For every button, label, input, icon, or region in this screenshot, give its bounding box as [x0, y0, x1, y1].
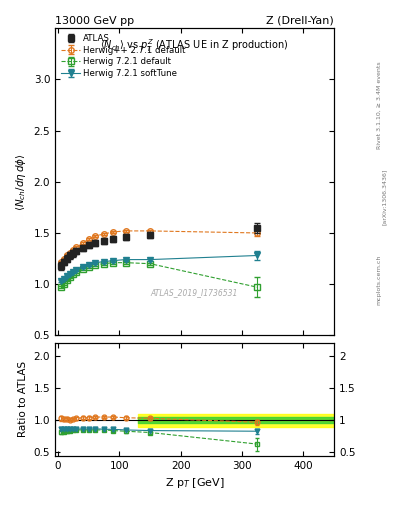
Text: ATLAS_2019_I1736531: ATLAS_2019_I1736531	[151, 288, 238, 297]
Y-axis label: $\langle N_{ch}/d\eta\, d\phi\rangle$: $\langle N_{ch}/d\eta\, d\phi\rangle$	[14, 153, 28, 210]
Text: mcplots.cern.ch: mcplots.cern.ch	[377, 255, 382, 305]
Text: $\langle N_{ch}\rangle$ vs $p_T^Z$ (ATLAS UE in Z production): $\langle N_{ch}\rangle$ vs $p_T^Z$ (ATLA…	[100, 37, 289, 54]
Text: [arXiv:1306.3436]: [arXiv:1306.3436]	[382, 169, 387, 225]
Y-axis label: Ratio to ATLAS: Ratio to ATLAS	[18, 361, 28, 437]
Text: Z (Drell-Yan): Z (Drell-Yan)	[266, 15, 334, 26]
Text: Rivet 3.1.10, ≥ 3.4M events: Rivet 3.1.10, ≥ 3.4M events	[377, 61, 382, 149]
X-axis label: Z p$_T$ [GeV]: Z p$_T$ [GeV]	[165, 476, 224, 490]
Text: 13000 GeV pp: 13000 GeV pp	[55, 15, 134, 26]
Legend: ATLAS, Herwig++ 2.7.1 default, Herwig 7.2.1 default, Herwig 7.2.1 softTune: ATLAS, Herwig++ 2.7.1 default, Herwig 7.…	[59, 32, 188, 80]
